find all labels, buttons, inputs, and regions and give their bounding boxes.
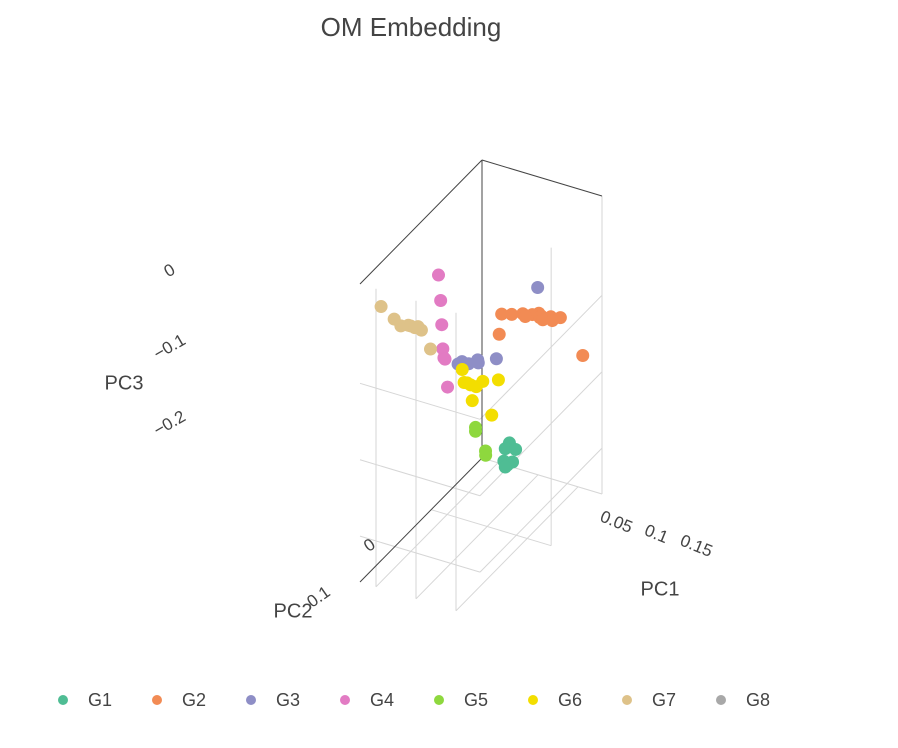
scatter-point-g5[interactable] bbox=[469, 424, 482, 438]
legend-marker-icon bbox=[434, 695, 444, 705]
points-layer bbox=[374, 268, 590, 474]
axis-line-pc2 bbox=[359, 457, 483, 583]
scatter-point-g4[interactable] bbox=[432, 268, 445, 282]
legend-marker-icon bbox=[58, 695, 68, 705]
legend-item-g7[interactable]: G7 bbox=[622, 682, 676, 718]
tick-label-pc3-1: −0.1 bbox=[150, 330, 189, 363]
scatter-point-g7[interactable] bbox=[394, 319, 408, 333]
tick-label-pc1-0: 0.05 bbox=[597, 507, 635, 537]
legend-marker-icon bbox=[716, 695, 726, 705]
gridline-wall-pc3 bbox=[479, 447, 603, 573]
scatter-point-g4[interactable] bbox=[435, 318, 449, 332]
scatter-point-g5[interactable] bbox=[479, 448, 493, 462]
scatter-point-g4[interactable] bbox=[438, 352, 452, 366]
scatter-point-g1[interactable] bbox=[498, 442, 512, 456]
gridline-wall-pc3 bbox=[479, 371, 603, 497]
scatter-point-g3[interactable] bbox=[489, 352, 503, 366]
legend-marker-icon bbox=[528, 695, 538, 705]
axis-line-pc2-top bbox=[359, 159, 483, 285]
gridline-wall-pc3 bbox=[479, 294, 603, 420]
scatter-point-g1[interactable] bbox=[509, 442, 523, 456]
scatter-point-g2[interactable] bbox=[492, 327, 506, 341]
scatter-point-g6[interactable] bbox=[491, 373, 505, 387]
legend-label: G8 bbox=[746, 689, 771, 710]
3d-scene[interactable]: 0.05 0.1 0.15 0 0.1 0 −0.1 −0.2 PC1 PC2 … bbox=[0, 0, 898, 680]
legend-label: G6 bbox=[558, 689, 583, 710]
axis-title-pc2: PC2 bbox=[274, 600, 313, 622]
legend-item-g6[interactable]: G6 bbox=[528, 682, 582, 718]
gridline-floor-pc1 bbox=[455, 486, 579, 612]
scatter-point-g6[interactable] bbox=[455, 363, 469, 377]
scatter-point-g2[interactable] bbox=[536, 313, 550, 327]
legend-marker-icon bbox=[340, 695, 350, 705]
chart-title: OM Embedding bbox=[320, 12, 502, 42]
legend-item-g8[interactable]: G8 bbox=[716, 682, 770, 718]
legend-item-g3[interactable]: G3 bbox=[246, 682, 300, 718]
legend-item-g5[interactable]: G5 bbox=[434, 682, 488, 718]
tick-label-pc3-2: −0.2 bbox=[150, 407, 189, 440]
tick-label-pc3-0: 0 bbox=[161, 260, 179, 281]
tick-label-pc1-1: 0.1 bbox=[642, 521, 671, 547]
legend: G1 G2 G3 G4 G5 G6 G7 G8 bbox=[0, 682, 898, 718]
scatter-point-g2[interactable] bbox=[505, 307, 519, 321]
gridline-side-pc3 bbox=[359, 382, 481, 420]
gridline-floor-pc1 bbox=[415, 474, 539, 600]
legend-item-g1[interactable]: G1 bbox=[58, 682, 112, 718]
gridline-floor-pc2 bbox=[431, 509, 552, 547]
legend-marker-icon bbox=[622, 695, 632, 705]
tick-label-pc1-2: 0.15 bbox=[677, 531, 715, 561]
legend-item-g2[interactable]: G2 bbox=[152, 682, 206, 718]
scatter-point-g7[interactable] bbox=[374, 300, 388, 314]
scatter-point-g2[interactable] bbox=[545, 314, 559, 328]
legend-label: G2 bbox=[182, 689, 207, 710]
legend-label: G7 bbox=[652, 689, 677, 710]
scatter-point-g1[interactable] bbox=[498, 460, 512, 474]
scatter-point-g2[interactable] bbox=[518, 309, 532, 323]
legend-marker-icon bbox=[152, 695, 162, 705]
gridline-side-pc3 bbox=[359, 535, 481, 573]
scatter-point-g3[interactable] bbox=[531, 281, 545, 295]
grid-layer bbox=[359, 196, 603, 612]
legend-item-g4[interactable]: G4 bbox=[340, 682, 394, 718]
scatter-point-g3[interactable] bbox=[471, 356, 485, 370]
scatter-point-g4[interactable] bbox=[441, 380, 455, 394]
legend-marker-icon bbox=[246, 695, 256, 705]
tick-label-layer: 0.05 0.1 0.15 0 0.1 0 −0.1 −0.2 PC1 PC2 … bbox=[105, 260, 716, 622]
axis-title-pc3: PC3 bbox=[105, 372, 144, 394]
scatter-point-g6[interactable] bbox=[469, 380, 483, 394]
legend-label: G4 bbox=[370, 689, 395, 710]
scatter-point-g7[interactable] bbox=[414, 323, 428, 337]
axis-title-pc1: PC1 bbox=[641, 578, 680, 600]
gridline-floor-pc1 bbox=[375, 462, 499, 588]
scatter-point-g2[interactable] bbox=[495, 307, 509, 321]
axis-line-pc1-top bbox=[481, 159, 603, 197]
scatter-point-g7[interactable] bbox=[424, 342, 437, 356]
legend-label: G5 bbox=[464, 689, 489, 710]
scatter-point-g6[interactable] bbox=[485, 408, 499, 422]
legend-label: G1 bbox=[88, 689, 113, 710]
gridline-side-pc3 bbox=[359, 459, 481, 497]
axis-layer bbox=[359, 159, 603, 583]
scatter-point-g4[interactable] bbox=[434, 294, 448, 308]
scatter-point-g2[interactable] bbox=[576, 348, 590, 362]
legend-label: G3 bbox=[276, 689, 301, 710]
scatter-point-g6[interactable] bbox=[465, 394, 479, 408]
